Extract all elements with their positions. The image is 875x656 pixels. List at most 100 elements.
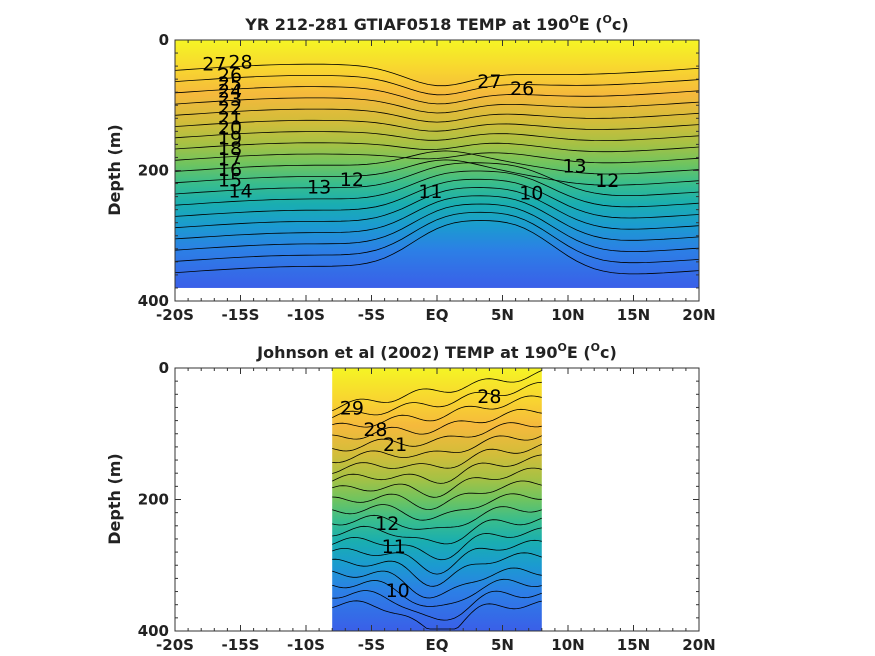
bottom-panel: Johnson et al (2002) TEMP at 190OE (Oc) …: [105, 341, 716, 654]
contour-label: 13: [307, 177, 331, 199]
top-y-axis-label: Depth (m): [105, 124, 124, 216]
top-x-tick-labels: -20S -15S -10S -5S EQ 5N 10N 15N 20N: [156, 306, 716, 324]
bottom-contour-lines: [332, 370, 542, 630]
bottom-x-tick-labels: -20S -15S -10S -5S EQ 5N 10N 15N 20N: [156, 636, 716, 654]
contour-line-25: [175, 195, 699, 241]
contour-line-12: [332, 395, 542, 428]
x-tick-label: EQ: [426, 636, 449, 654]
contour-label: 13: [562, 156, 586, 178]
y-tick-label: 400: [138, 292, 169, 310]
contour-label: 28: [477, 386, 501, 408]
bottom-y-axis-label: Depth (m): [105, 453, 124, 545]
top-contour-lines: [175, 63, 699, 275]
y-tick-label: 0: [159, 31, 169, 49]
contour-line-14: [332, 422, 542, 452]
contour-line-17: [175, 142, 699, 153]
contour-line-19: [332, 480, 542, 511]
contour-label: 24: [218, 81, 242, 103]
x-tick-label: -15S: [222, 306, 260, 324]
contour-line-27: [332, 578, 542, 607]
y-tick-label: 0: [159, 359, 169, 377]
contour-label: 19: [218, 128, 242, 150]
top-temperature-field: [175, 40, 699, 288]
x-tick-label: 5N: [491, 636, 514, 654]
contour-line-28: [175, 220, 699, 275]
y-tick-label: 200: [138, 162, 169, 180]
y-tick-label: 400: [138, 622, 169, 640]
contour-label: 10: [386, 580, 410, 602]
contour-label: 15: [218, 169, 242, 191]
contour-line-13: [332, 408, 542, 440]
x-tick-label: 10N: [551, 306, 584, 324]
contour-label: 22: [218, 98, 242, 120]
contour-label: 21: [383, 434, 407, 456]
contour-label: 21: [218, 107, 242, 129]
contour-label: 14: [228, 181, 252, 203]
x-tick-label: EQ: [426, 306, 449, 324]
x-tick-label: 20N: [682, 306, 715, 324]
top-panel: YR 212-281 GTIAF0518 TEMP at 190OE (Oc) …: [105, 13, 716, 324]
contour-line-11: [332, 381, 542, 419]
contour-line-28: [332, 590, 542, 621]
contour-label: 28: [228, 51, 252, 73]
x-tick-label: -5S: [358, 636, 385, 654]
contour-line-27: [175, 211, 699, 264]
contour-label: 27: [202, 53, 226, 75]
contour-line-14: [175, 108, 699, 123]
contour-line-18: [332, 467, 542, 498]
contour-label: 25: [218, 73, 242, 95]
contour-label: 11: [382, 536, 406, 558]
contour-line-12: [175, 86, 699, 105]
contour-line-17: [332, 454, 542, 484]
x-tick-label: -10S: [287, 306, 325, 324]
x-tick-label: 20N: [682, 636, 715, 654]
contour-line-16: [175, 131, 699, 142]
contour-label: 23: [218, 89, 242, 111]
contour-label: 27: [477, 71, 501, 93]
top-chart-title: YR 212-281 GTIAF0518 TEMP at 190OE (Oc): [244, 13, 628, 34]
top-axis-ticks: [174, 39, 700, 302]
contour-line-19: [175, 150, 699, 175]
bottom-axis-ticks: [174, 367, 700, 632]
contour-label: 12: [340, 169, 364, 191]
x-tick-label: -15S: [222, 636, 260, 654]
x-tick-label: -20S: [156, 306, 194, 324]
contour-label: 26: [510, 78, 534, 100]
contour-line-25: [332, 552, 542, 587]
contour-line-22: [332, 517, 542, 545]
contour-line-24: [175, 187, 699, 230]
contour-label: 20: [218, 117, 242, 139]
contour-line-13: [175, 97, 699, 114]
contour-line-15: [175, 119, 699, 132]
contour-line-10: [175, 63, 699, 87]
x-tick-label: 15N: [617, 636, 650, 654]
x-tick-label: -10S: [287, 636, 325, 654]
bottom-y-tick-labels: 0 200 400: [138, 359, 169, 640]
contour-line-10: [332, 370, 542, 412]
contour-label: 11: [418, 181, 442, 203]
bottom-chart-title: Johnson et al (2002) TEMP at 190OE (Oc): [256, 341, 617, 362]
x-tick-label: 15N: [617, 306, 650, 324]
contour-label: 12: [595, 170, 619, 192]
contour-line-20: [175, 159, 699, 186]
contour-line-24: [332, 539, 542, 575]
contour-line-16: [332, 443, 542, 474]
contour-line-22: [175, 170, 699, 208]
contour-label: 18: [218, 138, 242, 160]
contour-label: 16: [218, 159, 242, 181]
contour-label: 28: [363, 419, 387, 441]
contour-line-26: [332, 567, 542, 599]
x-tick-label: -20S: [156, 636, 194, 654]
contour-label: 12: [375, 513, 399, 535]
contour-label: 26: [218, 64, 242, 86]
contour-line-18: [175, 152, 699, 164]
contour-line-20: [332, 493, 542, 521]
contour-line-11: [175, 75, 699, 96]
contour-line-26: [175, 203, 699, 252]
x-tick-label: 5N: [491, 306, 514, 324]
x-tick-label: 10N: [551, 636, 584, 654]
contour-label: 29: [340, 397, 364, 419]
